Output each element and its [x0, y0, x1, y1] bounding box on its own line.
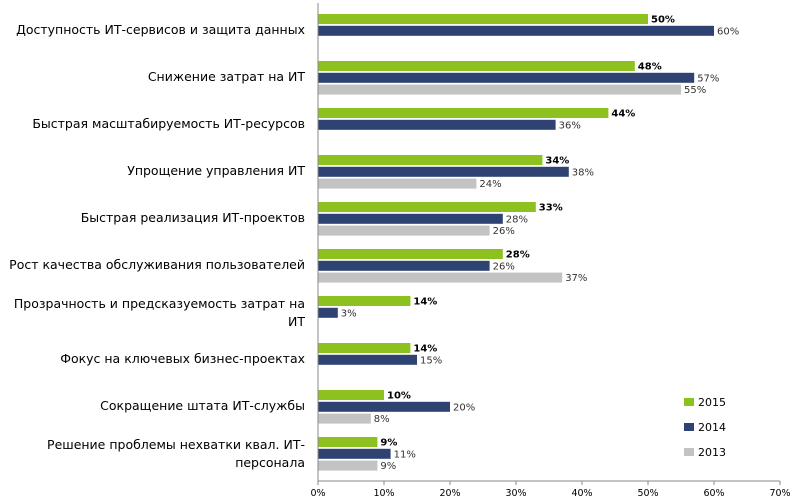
bar-2015-0	[318, 14, 648, 24]
data-label-2014-3: 38%	[572, 167, 594, 178]
data-label-2013-3: 24%	[479, 179, 501, 190]
bar-2014-5	[318, 260, 490, 271]
legend-swatch-2013	[684, 448, 694, 456]
data-label-2014-6: 3%	[341, 308, 357, 319]
data-label-2015-1: 48%	[638, 62, 662, 73]
bar-2014-0	[318, 25, 714, 36]
bar-2015-3	[318, 155, 543, 165]
data-label-2015-5: 28%	[506, 250, 530, 261]
data-label-2014-5: 26%	[493, 261, 515, 272]
category-label-8: Сокращение штата ИТ-службы	[100, 398, 305, 413]
data-label-2015-3: 34%	[545, 156, 569, 167]
bar-2015-7	[318, 343, 411, 353]
bar-2015-2	[318, 108, 609, 118]
bars-layer: 50%60%48%57%55%44%36%34%38%24%33%28%26%2…	[318, 14, 739, 472]
bar-2013-8	[318, 413, 371, 424]
category-label-1: Снижение затрат на ИТ	[148, 69, 306, 84]
data-label-2015-2: 44%	[611, 109, 635, 120]
category-label-3: Упрощение управления ИТ	[127, 163, 305, 178]
category-label-9-line-0: Решение проблемы нехватки квал. ИТ-	[47, 437, 305, 452]
data-label-2013-4: 26%	[493, 226, 515, 237]
data-label-2015-7: 14%	[413, 344, 437, 355]
bar-2014-8	[318, 401, 450, 412]
legend-label-2013: 2013	[698, 446, 726, 459]
data-label-2013-8: 8%	[374, 414, 390, 425]
category-label-6-line-0: Прозрачность и предсказуемость затрат на	[14, 296, 305, 311]
legend: 2015 2014 2013	[684, 396, 726, 459]
data-label-2015-0: 50%	[651, 15, 675, 26]
bar-2015-5	[318, 249, 503, 259]
legend-label-2014: 2014	[698, 421, 726, 434]
data-label-2013-5: 37%	[565, 273, 587, 284]
data-label-2015-9: 9%	[380, 438, 397, 449]
data-label-2015-8: 10%	[387, 391, 411, 402]
category-label-0: Доступность ИТ-сервисов и защита данных	[16, 22, 305, 37]
data-label-2014-9: 11%	[394, 449, 416, 460]
data-label-2015-4: 33%	[539, 203, 563, 214]
x-tick-label-2: 20%	[439, 488, 460, 499]
bar-2013-3	[318, 178, 477, 189]
bar-2015-6	[318, 296, 411, 306]
x-tick-label-7: 70%	[769, 488, 790, 499]
bar-2015-4	[318, 202, 536, 212]
x-tick-label-6: 60%	[703, 488, 724, 499]
legend-label-2015: 2015	[698, 396, 726, 409]
bar-2014-2	[318, 119, 556, 130]
category-labels: Доступность ИТ-сервисов и защита данных С…	[9, 22, 305, 470]
category-label-7: Фокус на ключевых бизнес-проектах	[60, 351, 305, 366]
data-label-2014-7: 15%	[420, 355, 442, 366]
bar-2014-3	[318, 166, 569, 177]
bar-2014-9	[318, 448, 391, 459]
bar-2015-8	[318, 390, 384, 400]
bar-2014-6	[318, 307, 338, 318]
data-label-2013-9: 9%	[380, 461, 396, 472]
bar-2014-4	[318, 213, 503, 224]
legend-swatch-2015	[684, 398, 694, 406]
bar-2013-4	[318, 225, 490, 236]
data-label-2014-2: 36%	[559, 120, 581, 131]
data-label-2014-4: 28%	[506, 214, 528, 225]
bar-2013-5	[318, 272, 563, 283]
category-label-2: Быстрая масштабируемость ИТ-ресурсов	[32, 116, 305, 131]
legend-swatch-2014	[684, 423, 694, 431]
category-label-4: Быстрая реализация ИТ-проектов	[81, 210, 305, 225]
data-label-2014-8: 20%	[453, 402, 475, 413]
x-tick-label-3: 30%	[505, 488, 526, 499]
x-axis: 0% 10% 20% 30% 40% 50% 60% 70%	[310, 3, 791, 499]
category-label-6-line-1: ИТ	[288, 314, 305, 329]
bar-2013-1	[318, 84, 681, 95]
bar-2014-7	[318, 354, 417, 365]
x-tick-label-4: 40%	[571, 488, 592, 499]
data-label-2014-1: 57%	[697, 73, 719, 84]
bar-2015-9	[318, 437, 378, 447]
bar-2015-1	[318, 61, 635, 71]
category-label-5: Рост качества обслуживания пользователей	[9, 257, 305, 272]
data-label-2015-6: 14%	[413, 297, 437, 308]
x-tick-label-1: 10%	[373, 488, 394, 499]
x-tick-label-5: 50%	[637, 488, 658, 499]
data-label-2013-1: 55%	[684, 85, 706, 96]
x-tick-label-0: 0%	[310, 488, 325, 499]
bar-2013-9	[318, 460, 378, 471]
bar-2014-1	[318, 72, 695, 83]
data-label-2014-0: 60%	[717, 26, 739, 37]
category-label-9-line-1: персонала	[235, 455, 305, 470]
